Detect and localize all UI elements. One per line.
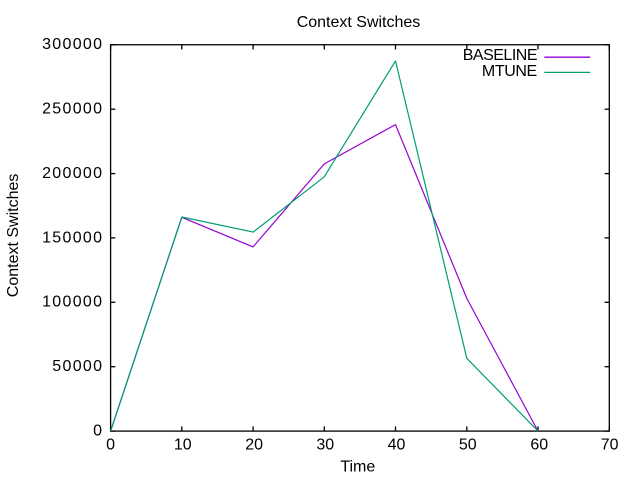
- svg-text:0: 0: [106, 437, 115, 454]
- svg-text:70: 70: [601, 437, 619, 454]
- svg-text:Context Switches: Context Switches: [5, 174, 22, 298]
- svg-text:BASELINE: BASELINE: [463, 47, 537, 64]
- svg-text:10: 10: [174, 437, 192, 454]
- svg-text:150000: 150000: [42, 229, 103, 246]
- svg-text:300000: 300000: [42, 36, 103, 53]
- svg-text:200000: 200000: [42, 165, 103, 182]
- svg-text:50000: 50000: [52, 358, 103, 375]
- svg-text:0: 0: [93, 423, 103, 440]
- svg-text:Context Switches: Context Switches: [297, 14, 421, 31]
- svg-text:MTUNE: MTUNE: [482, 63, 537, 80]
- svg-text:40: 40: [388, 437, 406, 454]
- svg-text:Time: Time: [340, 458, 375, 475]
- svg-text:250000: 250000: [42, 101, 103, 118]
- svg-text:50: 50: [459, 437, 477, 454]
- svg-text:60: 60: [530, 437, 548, 454]
- svg-text:30: 30: [316, 437, 334, 454]
- svg-text:100000: 100000: [42, 294, 103, 311]
- svg-text:20: 20: [245, 437, 263, 454]
